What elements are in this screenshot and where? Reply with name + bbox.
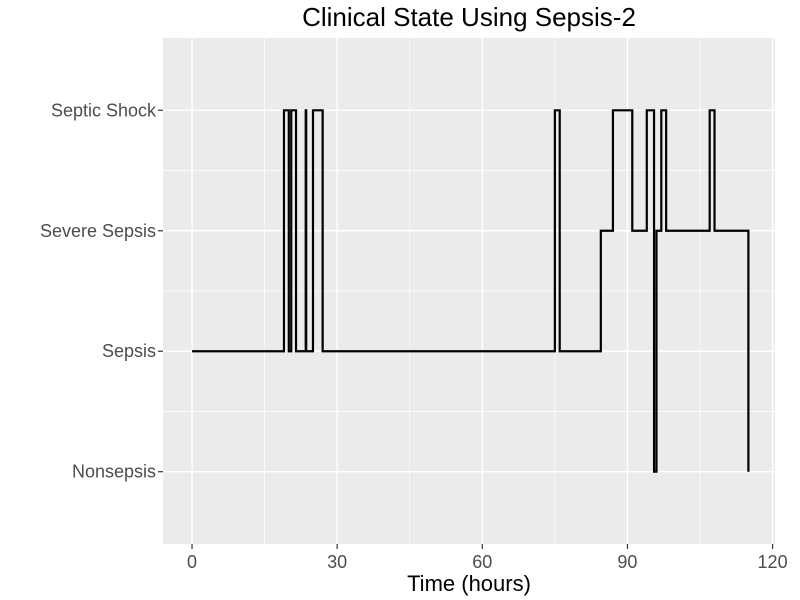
grid-major bbox=[163, 38, 775, 544]
series-line-0 bbox=[192, 109, 750, 473]
series-layer bbox=[192, 109, 750, 473]
y-tick-label: Nonsepsis bbox=[72, 462, 156, 482]
chart-title: Clinical State Using Sepsis-2 bbox=[302, 2, 636, 32]
x-tick-label: 0 bbox=[187, 552, 197, 572]
y-tick-label: Septic Shock bbox=[51, 100, 157, 120]
y-tick-label: Severe Sepsis bbox=[40, 221, 156, 241]
x-tick-label: 90 bbox=[617, 552, 637, 572]
x-axis-title: Time (hours) bbox=[407, 571, 531, 596]
x-tick-label: 30 bbox=[327, 552, 347, 572]
y-axis: Nonsepsis Sepsis Severe Sepsis Septic Shock bbox=[40, 100, 163, 482]
x-tick-label: 120 bbox=[758, 552, 788, 572]
x-axis: 0 30 60 90 120 bbox=[187, 544, 788, 572]
x-tick-label: 60 bbox=[472, 552, 492, 572]
y-tick-label: Sepsis bbox=[102, 341, 156, 361]
